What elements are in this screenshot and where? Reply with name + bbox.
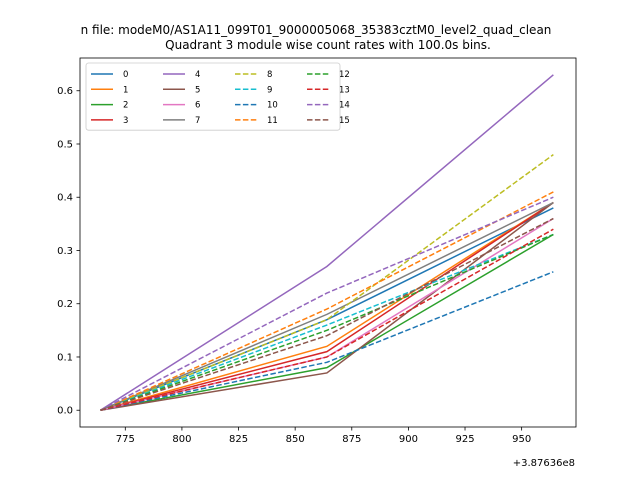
series-line-14: [100, 196, 554, 411]
legend-label-9: 9: [267, 85, 272, 95]
series-line-2: [100, 233, 554, 411]
series-line-13: [100, 228, 554, 411]
y-axis: 0.0 0.1 0.2 0.3 0.4 0.5 0.6: [57, 86, 80, 417]
y-tick-label: 0.5: [57, 139, 73, 150]
x-tick-label: 850: [286, 434, 305, 445]
y-tick-label: 0.4: [57, 193, 73, 204]
legend-frame: [85, 62, 341, 131]
x-axis: 775 800 825 850 875 900 925 950: [116, 427, 531, 445]
series-line-7: [100, 201, 554, 411]
legend-label-11: 11: [267, 116, 278, 126]
x-offset-label: +3.87636e8: [513, 458, 575, 469]
series-line-11: [100, 191, 554, 411]
series-line-4: [99, 74, 554, 411]
legend-label-3: 3: [123, 116, 128, 126]
plot-lines: [99, 74, 554, 411]
legend-label-10: 10: [267, 101, 278, 111]
series-line-1: [100, 201, 554, 411]
x-tick-label: 875: [342, 434, 361, 445]
y-tick-label: 0.6: [57, 86, 73, 97]
series-line-5: [100, 201, 554, 411]
legend-label-12: 12: [339, 70, 350, 80]
legend-label-1: 1: [123, 85, 128, 95]
x-tick-label: 925: [455, 434, 474, 445]
x-tick-label: 950: [512, 434, 531, 445]
legend-label-6: 6: [195, 101, 200, 111]
series-line-15: [100, 217, 554, 411]
y-tick-label: 0.3: [57, 246, 73, 257]
series-line-8: [100, 154, 554, 411]
figure-suptitle: n file: modeM0/AS1A11_099T01_9000005068_…: [81, 23, 552, 37]
y-tick-label: 0.1: [57, 352, 73, 363]
legend-label-7: 7: [195, 116, 200, 126]
series-line-12: [100, 233, 554, 411]
legend-label-14: 14: [339, 101, 350, 111]
x-tick-label: 775: [116, 434, 135, 445]
x-tick-label: 900: [399, 434, 418, 445]
legend-label-8: 8: [267, 70, 272, 80]
legend-label-4: 4: [195, 70, 200, 80]
series-line-3: [100, 201, 554, 411]
y-tick-label: 0.0: [57, 406, 73, 417]
legend-label-2: 2: [123, 101, 128, 111]
y-tick-label: 0.2: [57, 299, 73, 310]
legend-label-0: 0: [123, 70, 128, 80]
series-line-9: [100, 233, 554, 411]
legend-label-15: 15: [339, 116, 350, 126]
x-tick-label: 800: [172, 434, 191, 445]
legend-label-13: 13: [339, 85, 350, 95]
plot-frame: [79, 57, 577, 428]
chart-title: Quadrant 3 module wise count rates with …: [165, 38, 491, 52]
legend-label-5: 5: [195, 85, 200, 95]
x-tick-label: 825: [229, 434, 248, 445]
series-line-10: [100, 271, 554, 411]
